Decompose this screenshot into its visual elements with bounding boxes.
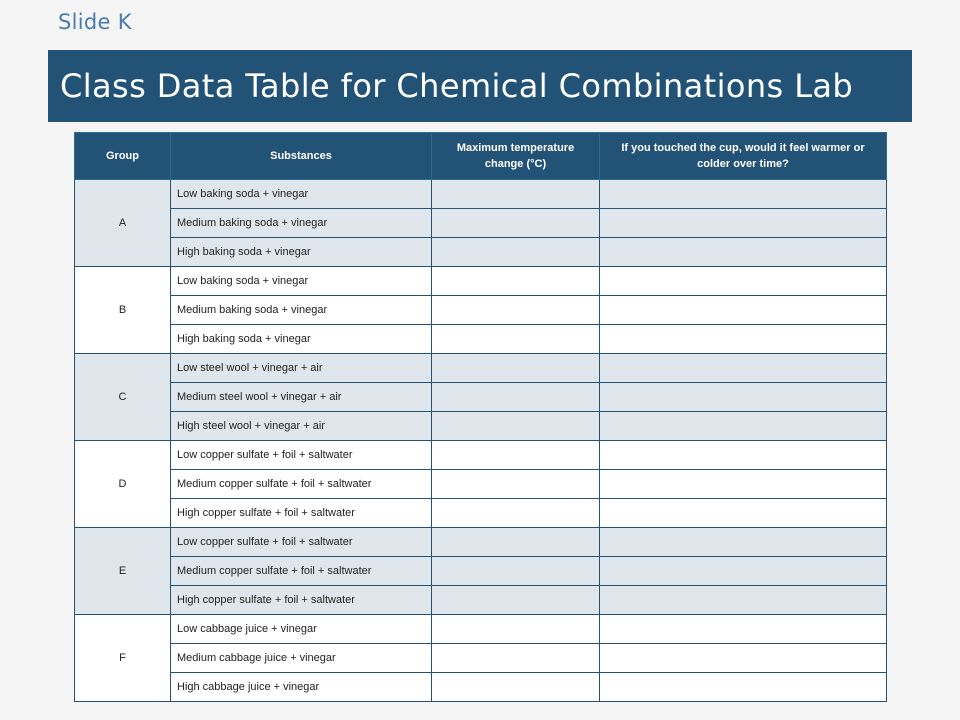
substances-cell: Low cabbage juice + vinegar [170, 614, 432, 644]
table-row: High baking soda + vinegar [75, 237, 887, 267]
table-body: A Low baking soda + vinegar Medium baking … [74, 179, 887, 702]
table-row: C Low steel wool + vinegar + air [74, 353, 887, 441]
page-title: Class Data Table for Chemical Combinatio… [60, 67, 854, 105]
header-max-temperature: Maximum temperature change (°C) [431, 132, 600, 180]
table-row: Medium copper sulfate + foil + saltwater [75, 469, 887, 499]
max-temperature-cell[interactable] [431, 498, 600, 528]
warmer-colder-cell[interactable] [599, 614, 887, 644]
group-cell: F [74, 614, 171, 702]
substances-cell: Low steel wool + vinegar + air [170, 353, 432, 383]
max-temperature-cell[interactable] [431, 353, 600, 383]
substances-cell: Low copper sulfate + foil + saltwater [170, 440, 432, 470]
warmer-colder-cell[interactable] [599, 672, 887, 702]
max-temperature-cell[interactable] [431, 266, 600, 296]
max-temperature-cell[interactable] [431, 237, 600, 267]
table-row: D Low copper sulfate + foil + saltwater [74, 440, 887, 528]
warmer-colder-cell[interactable] [599, 585, 887, 615]
substances-cell: Low baking soda + vinegar [170, 266, 432, 296]
max-temperature-cell[interactable] [431, 643, 600, 673]
warmer-colder-cell[interactable] [599, 556, 887, 586]
warmer-colder-cell[interactable] [599, 324, 887, 354]
max-temperature-cell[interactable] [431, 469, 600, 499]
table-row: High cabbage juice + vinegar [75, 672, 887, 702]
substances-cell: High copper sulfate + foil + saltwater [170, 585, 432, 615]
max-temperature-cell[interactable] [431, 411, 600, 441]
warmer-colder-cell[interactable] [599, 440, 887, 470]
title-bar: Class Data Table for Chemical Combinatio… [48, 50, 912, 122]
header-group: Group [74, 132, 171, 180]
group-cell: A [74, 179, 171, 267]
header-warmer-colder: If you touched the cup, would it feel wa… [599, 132, 887, 180]
substances-cell: Low baking soda + vinegar [170, 179, 432, 209]
table-row: Medium baking soda + vinegar [75, 208, 887, 238]
table-row: High copper sulfate + foil + saltwater [75, 585, 887, 615]
table-row: Medium steel wool + vinegar + air [75, 382, 887, 412]
table-row: Medium copper sulfate + foil + saltwater [75, 556, 887, 586]
max-temperature-cell[interactable] [431, 585, 600, 615]
substances-cell: Medium steel wool + vinegar + air [170, 382, 432, 412]
substances-cell: High baking soda + vinegar [170, 324, 432, 354]
max-temperature-cell[interactable] [431, 324, 600, 354]
substances-cell: High steel wool + vinegar + air [170, 411, 432, 441]
max-temperature-cell[interactable] [431, 382, 600, 412]
table-row: Medium cabbage juice + vinegar [75, 643, 887, 673]
warmer-colder-cell[interactable] [599, 179, 887, 209]
substances-cell: High copper sulfate + foil + saltwater [170, 498, 432, 528]
substances-cell: Medium baking soda + vinegar [170, 208, 432, 238]
warmer-colder-cell[interactable] [599, 498, 887, 528]
max-temperature-cell[interactable] [431, 179, 600, 209]
max-temperature-cell[interactable] [431, 672, 600, 702]
substances-cell: Medium baking soda + vinegar [170, 295, 432, 325]
warmer-colder-cell[interactable] [599, 295, 887, 325]
max-temperature-cell[interactable] [431, 208, 600, 238]
table-row: Medium baking soda + vinegar [75, 295, 887, 325]
class-data-table: Group Substances Maximum temperature cha… [74, 132, 887, 702]
warmer-colder-cell[interactable] [599, 208, 887, 238]
header-substances: Substances [170, 132, 432, 180]
table-row: High copper sulfate + foil + saltwater [75, 498, 887, 528]
substances-cell: Low copper sulfate + foil + saltwater [170, 527, 432, 557]
warmer-colder-cell[interactable] [599, 411, 887, 441]
substances-cell: High baking soda + vinegar [170, 237, 432, 267]
table-row: A Low baking soda + vinegar [74, 179, 887, 267]
warmer-colder-cell[interactable] [599, 527, 887, 557]
group-cell: B [74, 266, 171, 354]
group-cell: D [74, 440, 171, 528]
warmer-colder-cell[interactable] [599, 237, 887, 267]
substances-cell: Medium copper sulfate + foil + saltwater [170, 556, 432, 586]
header-row: Group Substances Maximum temperature cha… [74, 132, 887, 180]
max-temperature-cell[interactable] [431, 527, 600, 557]
table-row: High baking soda + vinegar [75, 324, 887, 354]
table-row: High steel wool + vinegar + air [75, 411, 887, 441]
substances-cell: Medium copper sulfate + foil + saltwater [170, 469, 432, 499]
warmer-colder-cell[interactable] [599, 643, 887, 673]
warmer-colder-cell[interactable] [599, 469, 887, 499]
group-cell: E [74, 527, 171, 615]
warmer-colder-cell[interactable] [599, 382, 887, 412]
max-temperature-cell[interactable] [431, 295, 600, 325]
group-cell: C [74, 353, 171, 441]
max-temperature-cell[interactable] [431, 556, 600, 586]
table-row: E Low copper sulfate + foil + saltwater [74, 527, 887, 615]
substances-cell: High cabbage juice + vinegar [170, 672, 432, 702]
substances-cell: Medium cabbage juice + vinegar [170, 643, 432, 673]
slide-label: Slide K [58, 10, 132, 34]
warmer-colder-cell[interactable] [599, 266, 887, 296]
max-temperature-cell[interactable] [431, 440, 600, 470]
table-row: F Low cabbage juice + vinegar [74, 614, 887, 702]
max-temperature-cell[interactable] [431, 614, 600, 644]
warmer-colder-cell[interactable] [599, 353, 887, 383]
table-row: B Low baking soda + vinegar [74, 266, 887, 354]
